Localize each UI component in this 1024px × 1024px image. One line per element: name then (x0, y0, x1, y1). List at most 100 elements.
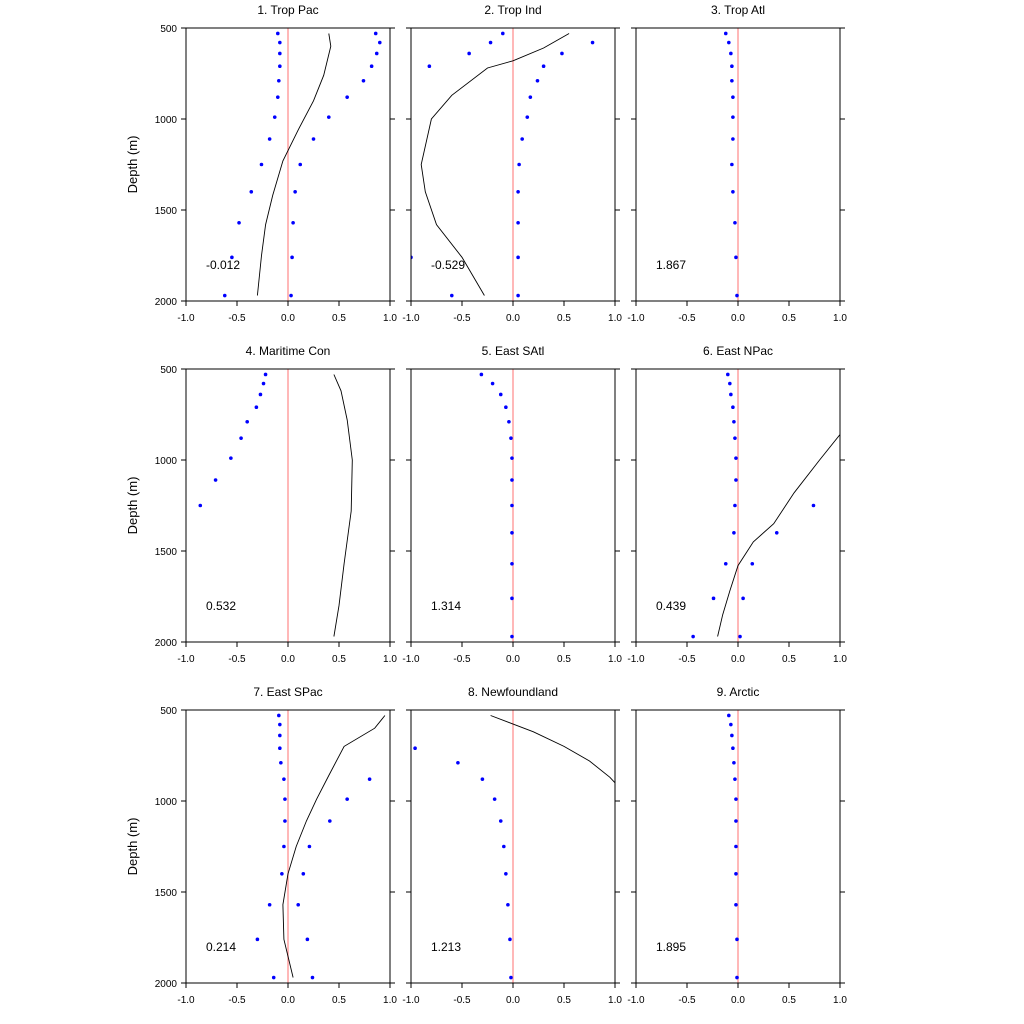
data-point (276, 95, 280, 99)
x-tick-label: -0.5 (228, 654, 246, 665)
data-point (735, 975, 739, 980)
data-point (278, 746, 282, 751)
data-point (369, 64, 374, 69)
y-axis-label: Depth (m) (125, 477, 140, 535)
panel-annotation: -0.012 (206, 258, 240, 272)
panel-title: 5. East SAtl (482, 344, 545, 358)
data-point (278, 64, 282, 69)
data-point (263, 372, 268, 377)
data-point (510, 503, 514, 508)
x-tick-label: -0.5 (678, 654, 696, 665)
data-point (734, 255, 738, 260)
data-point (504, 405, 508, 410)
data-point (730, 162, 734, 167)
data-point (733, 777, 737, 781)
data-point (741, 596, 745, 601)
panel-4: 4. Maritime Con -1.0 -0.5 0.0 0.5 1.0 500 1000 1… (125, 344, 397, 665)
panel-5: 5. East SAtl -1.0 -0.5 0.0 0.5 1.0 1.314 (402, 344, 622, 665)
data-point (245, 419, 249, 424)
data-point (731, 746, 735, 751)
data-point (734, 844, 738, 849)
y-tick-label: 1500 (155, 547, 178, 558)
data-point (277, 713, 281, 718)
x-tick-label: 0.5 (557, 654, 571, 665)
panel-annotation: 1.314 (431, 599, 461, 613)
data-point (560, 51, 564, 56)
data-point (296, 902, 301, 907)
data-point (450, 293, 454, 298)
data-point (272, 115, 277, 119)
data-point (732, 419, 736, 424)
data-point (307, 844, 312, 849)
data-point (501, 31, 505, 36)
data-point (502, 844, 506, 849)
data-point (278, 40, 282, 45)
plot-content (413, 715, 615, 980)
x-tick-label: -1.0 (627, 995, 645, 1006)
profile-curve (717, 434, 840, 637)
data-point (516, 255, 520, 260)
panel-annotation: 0.532 (206, 599, 236, 613)
data-point (733, 220, 737, 225)
data-point (510, 478, 514, 482)
data-point (508, 937, 512, 942)
y-tick-label: 1500 (155, 888, 178, 899)
panel-title: 6. East NPac (703, 344, 773, 358)
panel-1: 1. Trop Pac -1.0 -0.5 0.0 0.5 1.0 500 1000 1500 2… (125, 3, 397, 324)
x-tick-label: 0.0 (506, 654, 520, 665)
data-point (516, 220, 520, 225)
x-tick-label: -0.5 (453, 995, 471, 1006)
x-tick-label: -1.0 (627, 313, 645, 324)
data-point (328, 819, 332, 823)
x-tick-label: -0.5 (228, 995, 246, 1006)
y-tick-label: 1000 (155, 456, 178, 467)
data-point (222, 293, 227, 298)
x-tick-label: 1.0 (833, 654, 847, 665)
data-point (731, 190, 735, 194)
data-point (278, 51, 282, 56)
data-point (427, 64, 432, 69)
data-point (728, 381, 732, 386)
data-point (492, 797, 497, 801)
y-tick-label: 1000 (155, 115, 178, 126)
plot-content (479, 372, 514, 639)
data-point (259, 162, 264, 167)
data-point (467, 51, 471, 56)
x-tick-label: -1.0 (177, 313, 195, 324)
panel-annotation: -0.529 (431, 258, 465, 272)
x-tick-label: 1.0 (833, 995, 847, 1006)
data-point (504, 872, 508, 876)
data-point (774, 531, 779, 535)
data-point (213, 478, 218, 482)
data-point (811, 503, 816, 508)
data-point (520, 137, 524, 141)
plot-content (411, 31, 595, 298)
x-tick-label: 0.5 (782, 313, 796, 324)
data-point (277, 78, 281, 83)
x-tick-label: 0.0 (281, 995, 295, 1006)
data-point (282, 844, 286, 849)
panel-title: 7. East SPac (253, 685, 322, 699)
panel-title: 4. Maritime Con (246, 344, 331, 358)
data-point (488, 40, 493, 45)
x-tick-label: -1.0 (402, 995, 420, 1006)
x-tick-label: 0.5 (332, 995, 346, 1006)
data-point (237, 220, 241, 225)
data-point (239, 436, 243, 440)
data-point (510, 596, 514, 601)
data-point (510, 561, 514, 566)
data-point (361, 78, 366, 83)
data-point (509, 975, 513, 980)
x-tick-label: -0.5 (453, 313, 471, 324)
x-tick-label: -1.0 (627, 654, 645, 665)
data-point (261, 381, 266, 386)
data-point (525, 115, 530, 119)
plot-content (691, 372, 840, 639)
panel-7: 7. East SPac -1.0 -0.5 0.0 0.5 1.0 500 1000 1500… (125, 685, 397, 1006)
x-tick-label: -0.5 (678, 313, 696, 324)
data-point (729, 392, 733, 397)
panel-annotation: 1.895 (656, 940, 686, 954)
x-tick-label: 1.0 (383, 313, 397, 324)
data-point (258, 392, 263, 397)
